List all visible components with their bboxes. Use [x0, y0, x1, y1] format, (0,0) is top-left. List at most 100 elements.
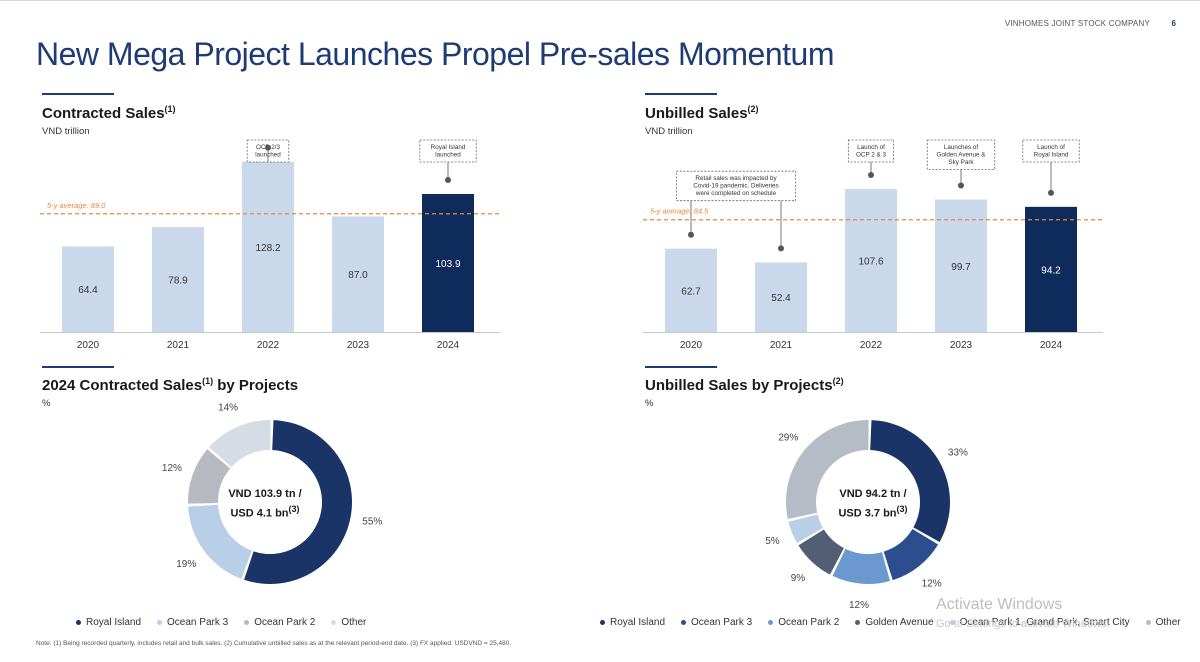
- unbilled-projects-unit: %: [645, 398, 654, 409]
- legend-label: Other: [1155, 617, 1181, 628]
- annotation-text: Retail sales was impacted by: [695, 175, 777, 182]
- x-tick-label: 2023: [347, 340, 370, 351]
- annotation-text: launched: [435, 152, 461, 159]
- x-tick-label: 2020: [680, 340, 703, 351]
- x-tick-label: 2024: [437, 340, 460, 351]
- slice-label: 12%: [922, 578, 942, 589]
- donut-slice-ocean-park-3: [188, 504, 252, 579]
- donut-slice-ocean-park-2: [188, 449, 231, 504]
- annotation-text: Covid-19 pandemic. Deliveries: [693, 183, 778, 190]
- legend-swatch: [681, 620, 687, 625]
- legend-swatch: [244, 620, 250, 625]
- annotation-text: Sky Park: [948, 159, 974, 166]
- slice-label: 14%: [218, 402, 238, 413]
- legend-label: Ocean Park 1, Grand Park, Smart City: [959, 617, 1130, 628]
- footnote: Note: (1) Being recorded quarterly, incl…: [36, 640, 512, 647]
- average-line-label: 5-y average: 89.0: [47, 201, 106, 210]
- bar-2024: [1025, 206, 1077, 332]
- annotation-box: [926, 139, 996, 170]
- legend-item: Royal Island: [76, 617, 141, 628]
- legend-label: Ocean Park 3: [167, 617, 229, 628]
- bar-value-label: 94.2: [1041, 265, 1061, 276]
- bar-2022: [845, 189, 897, 332]
- unbilled-sales-title: Unbilled Sales(2): [645, 104, 759, 122]
- legend-label: Ocean Park 2: [778, 617, 840, 628]
- annotation-dot: [265, 144, 271, 151]
- legend-label: Golden Avenue: [865, 617, 934, 628]
- legend-swatch: [949, 620, 955, 625]
- slice-label: 55%: [362, 516, 382, 527]
- contracted-projects-unit: %: [42, 398, 51, 409]
- legend-item: Other: [331, 617, 366, 628]
- annotation-text: Royal Island: [1034, 152, 1069, 159]
- bar-value-label: 99.7: [951, 262, 971, 273]
- donut-slice-other: [786, 420, 869, 519]
- annotation-text: Launch of: [1037, 144, 1065, 151]
- bar-value-label: 64.4: [78, 285, 98, 296]
- bar-2021: [755, 262, 807, 332]
- bar-2021: [152, 227, 204, 332]
- contracted-sales-chart: 64.4 2020 78.9 2021 128.2 2022 87.0 2023 103.9 20…: [40, 139, 500, 351]
- legend-item: Ocean Park 1, Grand Park, Smart City: [949, 617, 1130, 628]
- annotation-text: OCP 2 & 3: [856, 152, 886, 159]
- slice-label: 9%: [791, 573, 806, 584]
- legend-item: Ocean Park 2: [244, 617, 315, 628]
- section-rule-unbilled: [645, 93, 717, 95]
- donut-slice-golden-avenue: [798, 529, 844, 575]
- unbilled-projects-title: Unbilled Sales by Projects(2): [645, 376, 844, 394]
- annotation-box: [847, 139, 895, 163]
- bar-2022: [242, 161, 294, 332]
- x-tick-label: 2022: [860, 340, 883, 351]
- activate-windows-watermark: Activate Windows: [936, 596, 1063, 613]
- legend-label: Ocean Park 3: [691, 617, 753, 628]
- annotation-dot: [445, 176, 451, 183]
- bar-2020: [62, 246, 114, 332]
- average-line-label: 5-y average: 84.5: [650, 207, 709, 216]
- legend-label: Other: [341, 617, 367, 628]
- slice-label: 5%: [765, 536, 780, 547]
- contracted-sales-title: Contracted Sales(1): [42, 104, 176, 122]
- top-divider: [0, 0, 1200, 1]
- annotation-dot: [778, 245, 784, 252]
- unbilled-projects-donut: 33% 12% 12% 9% 5% 29%: [765, 420, 968, 610]
- annotation-dot: [1048, 189, 1054, 196]
- annotation-dot: [688, 231, 694, 238]
- bar-2023: [332, 216, 384, 332]
- annotation-text: Golden Avenue &: [937, 152, 987, 159]
- donut-slice-ocean-park-2: [832, 548, 891, 584]
- slice-label: 29%: [778, 432, 798, 443]
- legend-swatch: [331, 620, 337, 625]
- x-tick-label: 2024: [1040, 340, 1063, 351]
- bar-value-label: 107.6: [858, 257, 883, 268]
- x-tick-label: 2021: [167, 340, 190, 351]
- donut-slice-ocean-park-1-grand-park-smart-city: [788, 514, 823, 543]
- page-number: 6: [1171, 19, 1176, 28]
- bar-value-label: 78.9: [168, 276, 188, 287]
- company-name: VINHOMES JOINT STOCK COMPANY: [1004, 19, 1150, 28]
- unbilled-sales-unit: VND trillion: [645, 126, 693, 137]
- legend-swatch: [855, 620, 861, 625]
- bar-value-label: 128.2: [255, 243, 280, 254]
- contracted-donut-center-label: VND 103.9 tn / USD 4.1 bn(3): [228, 488, 302, 520]
- contracted-projects-donut: 55% 19% 12% 14%: [162, 402, 382, 584]
- bar-2020: [665, 248, 717, 332]
- slice-label: 12%: [849, 600, 869, 610]
- contracted-sales-unit: VND trillion: [42, 126, 90, 137]
- section-rule-contracted-projects: [42, 366, 114, 368]
- legend-item: Royal Island: [600, 617, 665, 628]
- legend-swatch: [157, 620, 163, 625]
- slice-label: 12%: [162, 463, 182, 474]
- legend-item: Ocean Park 3: [157, 617, 228, 628]
- bar-value-label: 103.9: [435, 259, 460, 270]
- contracted-projects-legend: Royal Island Ocean Park 3 Ocean Park 2 Othe…: [76, 617, 382, 628]
- legend-label: Royal Island: [610, 617, 666, 628]
- bar-2023: [935, 199, 987, 332]
- legend-item: Other: [1145, 617, 1181, 628]
- donut-slice-royal-island: [244, 420, 352, 584]
- page-title: New Mega Project Launches Propel Pre-sal…: [36, 36, 834, 72]
- section-rule-unbilled-projects: [645, 366, 717, 368]
- bar-value-label: 52.4: [771, 293, 791, 304]
- x-tick-label: 2023: [950, 340, 973, 351]
- annotation-text: were completed on schedule: [695, 190, 777, 197]
- bar-value-label: 87.0: [348, 270, 368, 281]
